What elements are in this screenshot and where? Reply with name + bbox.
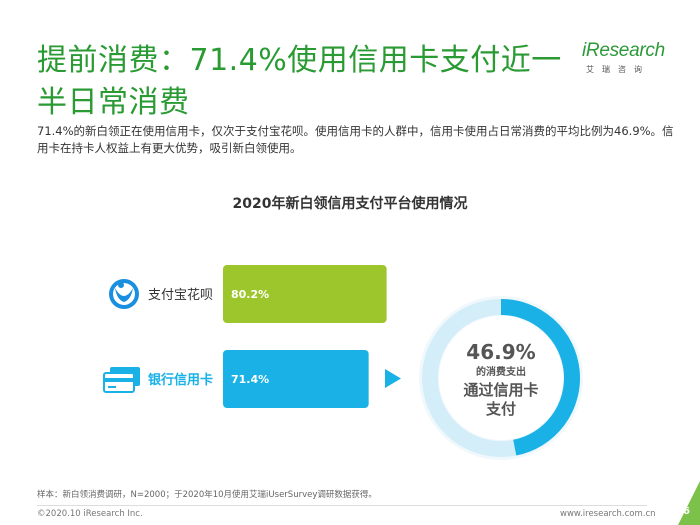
- corner-decoration: [678, 481, 700, 525]
- donut-value-label: 46.9%: [466, 340, 535, 364]
- copyright: ©2020.10 iResearch Inc.: [37, 509, 143, 519]
- page-title: 提前消费：71.4%使用信用卡支付近一半日常消费: [37, 43, 562, 120]
- donut-value-arc: [500, 299, 580, 456]
- logo-text: iResearch: [582, 40, 665, 61]
- description-text: 71.4%的新白领正在使用信用卡，仅次于支付宝花呗。使用信用卡的人群中，信用卡使…: [37, 124, 674, 155]
- huabei-logo-icon: [109, 279, 139, 309]
- footnote: 样本：新白领消费调研，N=2000；于2020年10月使用艾瑞iUserSurv…: [37, 490, 377, 500]
- credit-card-icon: [103, 367, 140, 393]
- category-label: 银行信用卡: [148, 372, 213, 388]
- category-label: 支付宝花呗: [148, 287, 213, 303]
- bar-1: [223, 350, 369, 408]
- bar-value-label: 80.2%: [231, 288, 269, 301]
- bar-value-label: 71.4%: [231, 373, 269, 386]
- bar-0: [223, 265, 387, 323]
- arrow-pointer: [385, 369, 401, 388]
- donut-line3: 支付: [485, 400, 516, 418]
- logo-subtext: 艾瑞咨询: [586, 65, 650, 74]
- page-number: 6: [683, 506, 690, 517]
- footer-divider: [37, 505, 647, 506]
- website-url: www.iresearch.com.cn: [560, 509, 656, 519]
- iresearch-logo: iResearch 艾瑞咨询: [582, 40, 672, 74]
- donut-center: [439, 316, 563, 440]
- donut-line1: 的消费支出: [476, 365, 526, 378]
- chart-title: 2020年新白领信用支付平台使用情况: [232, 196, 468, 212]
- donut-line2: 通过信用卡: [463, 381, 538, 399]
